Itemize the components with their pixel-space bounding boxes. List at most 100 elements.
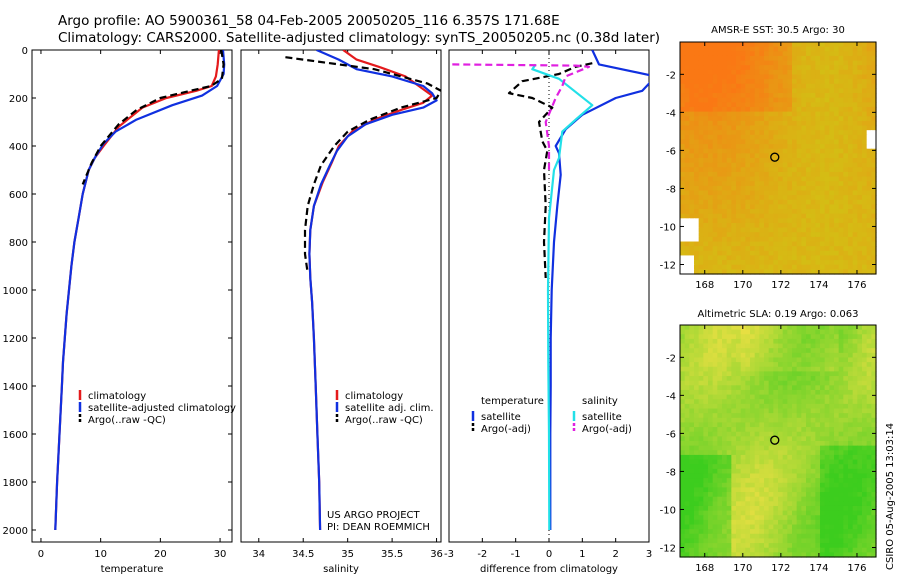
map-cell-sst-map (782, 139, 788, 145)
map-cell-sla-map (857, 510, 863, 516)
map-cell-sla-map (694, 482, 700, 488)
map-cell-sst-map (843, 120, 849, 127)
map-cell-sla-map (815, 343, 821, 349)
map-cell-sla-map (852, 450, 858, 456)
map-cell-sla-map (768, 325, 774, 331)
map-cell-sst-map (736, 204, 742, 210)
map-cell-sla-map (684, 492, 690, 498)
map-cell-sst-map (810, 74, 816, 80)
map-cell-sla-map (740, 436, 746, 442)
map-cell-sla-map (852, 496, 858, 502)
map-cell-sst-map (829, 69, 835, 76)
map-cell-sla-map (829, 529, 835, 535)
map-cell-sst-map (745, 218, 751, 224)
map-cell-sst-map (843, 185, 849, 192)
map-cell-sla-map (848, 325, 854, 331)
map-cell-sst-map (680, 88, 686, 94)
map-cell-sla-map (708, 427, 714, 433)
map-cell-sst-map (680, 69, 686, 76)
map-cell-sla-map (773, 329, 779, 335)
map-cell-sst-map (773, 171, 779, 178)
map-cell-sla-map (768, 385, 774, 391)
map-cell-sst-map (824, 204, 830, 210)
map-cell-sla-map (731, 394, 737, 400)
map-cell-sla-map (796, 343, 802, 349)
map-cell-sst-map (698, 74, 704, 80)
map-cell-sst-map (731, 264, 737, 270)
map-cell-sla-map (712, 543, 718, 549)
map-cell-sst-map (857, 158, 863, 164)
map-cell-sla-map (852, 501, 858, 507)
map-cell-sst-map (754, 227, 760, 233)
map-cell-sla-map (801, 394, 807, 400)
map-cell-sst-map (778, 88, 784, 94)
map-cell-sla-map (731, 524, 737, 530)
map-cell-sla-map (694, 459, 700, 465)
map-cell-sla-map (866, 501, 872, 507)
map-cell-sla-map (829, 399, 835, 405)
map-cell-sla-map (764, 422, 770, 428)
map-cell-sla-map (852, 417, 858, 424)
map-cell-sst-map (792, 232, 798, 238)
series-line-temperature (54, 50, 220, 531)
map-cell-sst-map (731, 88, 737, 94)
map-cell-sla-map (694, 431, 700, 437)
map-cell-sst-map (820, 222, 826, 229)
map-cell-sst-map (806, 93, 812, 99)
map-cell-sla-map (736, 417, 742, 424)
map-cell-sla-map (801, 436, 807, 442)
map-cell-sla-map (717, 487, 723, 493)
map-cell-sst-map (680, 46, 686, 52)
map-cell-sla-map (820, 478, 826, 484)
map-cell-sla-map (778, 533, 784, 540)
map-cell-sst-map (782, 148, 788, 154)
map-cell-sla-map (731, 459, 737, 465)
map-cell-sla-map (694, 427, 700, 433)
map-cell-sst-map (680, 139, 686, 145)
map-cell-sla-map (717, 413, 723, 419)
map-cell-sla-map (708, 524, 714, 530)
map-cell-sla-map (731, 510, 737, 516)
map-cell-sla-map (787, 343, 793, 349)
map-cell-sst-map (773, 46, 779, 52)
map-cell-sla-map (838, 515, 844, 521)
map-cell-sla-map (824, 454, 830, 461)
map-cell-sla-map (764, 366, 770, 372)
map-cell-sst-map (806, 264, 812, 270)
map-cell-sla-map (852, 357, 858, 363)
map-cell-sst-map (703, 134, 709, 141)
map-cell-sla-map (703, 399, 709, 405)
map-cell-sst-map (773, 162, 779, 168)
map-cell-sla-map (787, 399, 793, 405)
map-cell-sla-map (754, 427, 760, 433)
map-cell-sst-map (708, 130, 714, 136)
map-cell-sst-map (712, 222, 718, 229)
map-cell-sla-map (824, 385, 830, 391)
map-cell-sst-map (698, 236, 704, 243)
map-cell-sla-map (838, 510, 844, 516)
map-cell-sla-map (843, 547, 849, 553)
map-cell-sst-map (862, 185, 868, 192)
map-cell-sla-map (703, 524, 709, 530)
map-cell-sst-map (806, 148, 812, 154)
map-cell-sst-map (703, 167, 709, 173)
map-cell-sla-map (768, 441, 774, 447)
map-cell-sst-map (745, 209, 751, 215)
map-cell-sla-map (824, 417, 830, 424)
map-cell-sst-map (815, 93, 821, 99)
map-cell-sst-map (815, 46, 821, 52)
map-cell-sst-map (726, 130, 732, 136)
map-cell-sla-map (782, 510, 788, 516)
map-cell-sst-map (689, 106, 695, 113)
map-cell-sla-map (829, 505, 835, 512)
map-cell-sst-map (778, 134, 784, 141)
map-cell-sst-map (778, 167, 784, 173)
map-cell-sst-map (694, 83, 700, 89)
map-cell-sla-map (689, 436, 695, 442)
map-cell-sst-map (778, 83, 784, 89)
map-cell-sst-map (866, 134, 872, 141)
map-cell-sst-map (740, 139, 746, 145)
map-cell-sst-map (824, 167, 830, 173)
map-cell-sla-map (694, 487, 700, 493)
map-cell-sla-map (722, 478, 728, 484)
